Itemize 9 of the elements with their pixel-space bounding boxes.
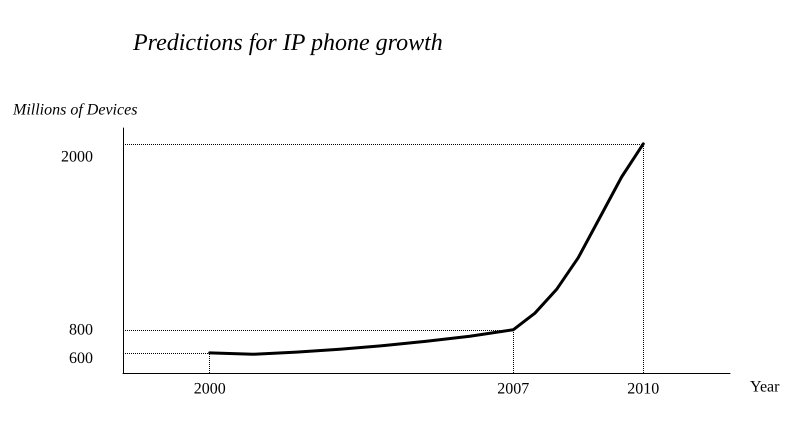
x-tick-label: 2007 [497,380,530,398]
y-tick-label: 600 [69,350,93,368]
chart-title: Predictions for IP phone growth [132,30,443,56]
y-tick-label: 800 [69,321,93,338]
x-axis-title: Year [750,378,780,396]
y-axis-title: Millions of Devices [12,102,138,118]
x-tick-label: 2000 [194,380,226,398]
x-tick-label: 2010 [627,380,660,398]
y-tick-label: 2000 [61,148,93,166]
